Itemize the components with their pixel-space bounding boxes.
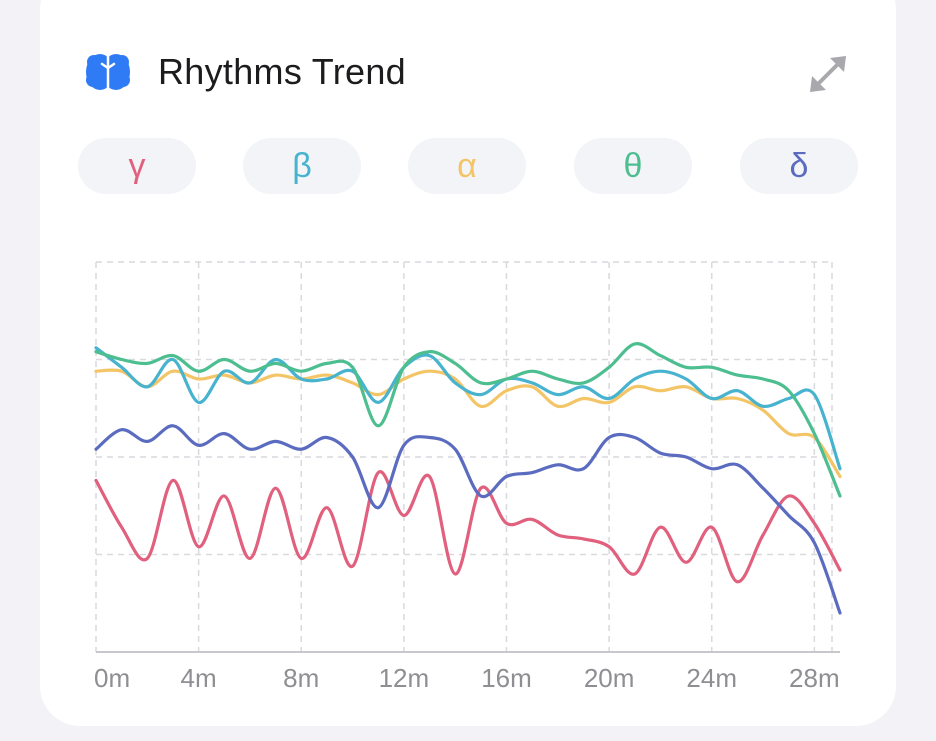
x-tick-label: 12m [379,663,430,693]
x-tick-label: 0m [94,663,130,693]
filter-theta[interactable]: θ [574,138,692,194]
rhythm-filter-group: γ β α θ δ [78,138,858,194]
filter-label: δ [789,146,809,185]
expand-arrows-icon [810,56,846,92]
filter-beta[interactable]: β [243,138,361,194]
filter-alpha[interactable]: α [408,138,526,194]
x-tick-label: 4m [181,663,217,693]
x-tick-label: 24m [686,663,737,693]
x-tick-label: 16m [481,663,532,693]
filter-delta[interactable]: δ [740,138,858,194]
series-line [94,346,842,471]
x-tick-label: 8m [283,663,319,693]
expand-button[interactable] [804,50,852,98]
card-title: Rhythms Trend [158,51,406,92]
brain-icon [86,54,130,92]
filter-label: γ [128,146,146,185]
card-header: Rhythms Trend [84,48,406,96]
series-line [94,470,842,584]
filter-label: β [292,146,312,185]
x-tick-label: 20m [584,663,635,693]
filter-gamma[interactable]: γ [78,138,196,194]
chart-grid [95,261,833,652]
filter-label: α [457,146,477,185]
series-line [94,342,842,498]
series-line [94,424,842,615]
series-line [94,368,842,479]
filter-label: θ [623,146,643,185]
x-tick-label: 28m [789,663,840,693]
